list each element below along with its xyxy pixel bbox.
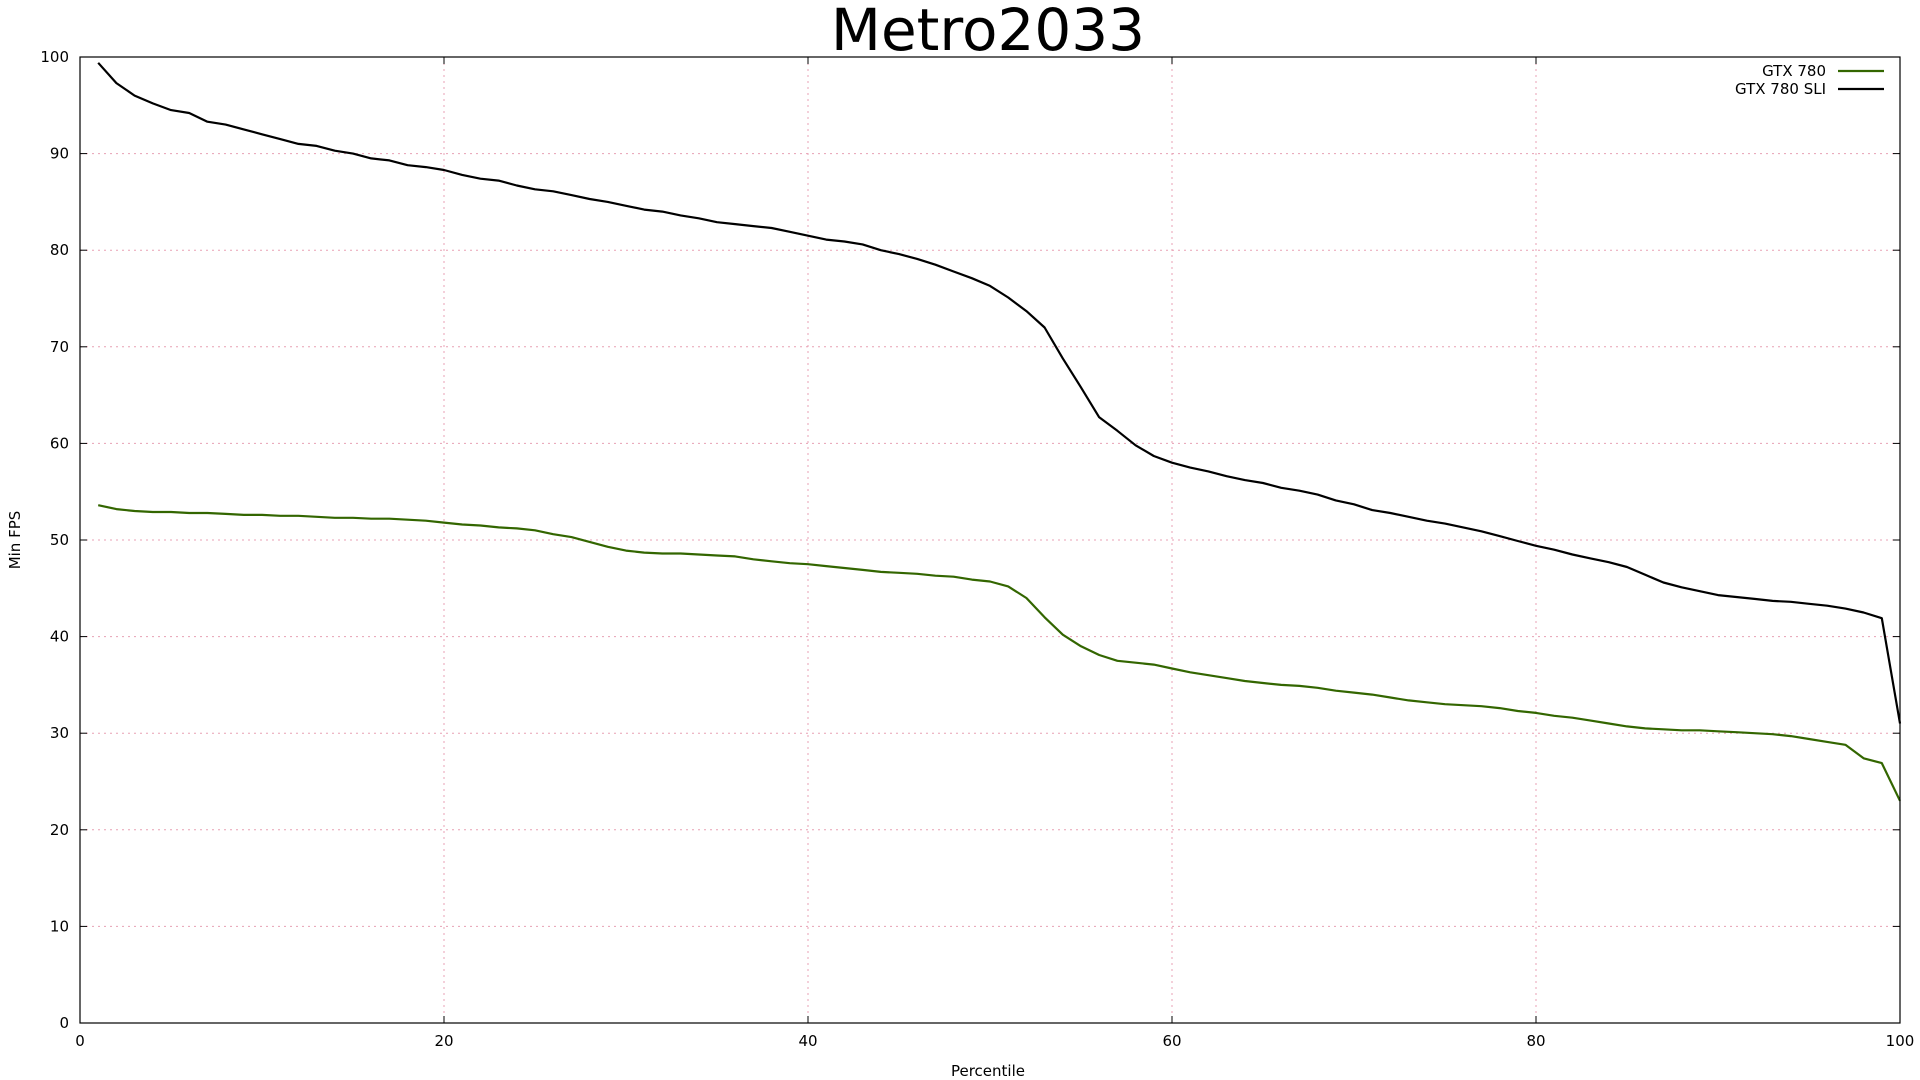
grid-layer (80, 57, 1900, 1023)
series-line-2 (97, 62, 1902, 724)
x-tick-label: 0 (75, 1032, 85, 1050)
x-tick-label: 80 (1526, 1032, 1545, 1050)
legend-label-1: GTX 780 (1762, 62, 1826, 80)
y-tick-label: 70 (50, 338, 69, 356)
x-tick-label: 40 (798, 1032, 817, 1050)
x-tick-label: 20 (434, 1032, 453, 1050)
x-tick-label: 100 (1886, 1032, 1915, 1050)
y-axis-label: Min FPS (6, 511, 24, 570)
y-tick-label: 50 (50, 531, 69, 549)
y-tick-label: 0 (59, 1014, 69, 1032)
y-tick-label: 100 (40, 48, 69, 66)
series-line-1 (97, 504, 1901, 802)
plot-frame (79, 56, 1901, 1024)
y-tick-label: 80 (50, 241, 69, 259)
x-axis-label: Percentile (951, 1062, 1025, 1080)
x-tick-label: 60 (1162, 1032, 1181, 1050)
y-tick-label: 40 (50, 628, 69, 646)
tick-layer: 0 20 40 60 80 100 0 10 20 30 40 50 60 70 80 90 100 (40, 48, 1914, 1050)
y-tick-label: 90 (50, 145, 69, 163)
legend-label-2: GTX 780 SLI (1735, 80, 1826, 98)
chart-title: Metro2033 (831, 0, 1145, 64)
y-tick-label: 60 (50, 434, 69, 452)
series-layer (97, 62, 1902, 802)
y-tick-label: 30 (50, 724, 69, 742)
y-tick-label: 10 (50, 917, 69, 935)
y-tick-label: 20 (50, 821, 69, 839)
